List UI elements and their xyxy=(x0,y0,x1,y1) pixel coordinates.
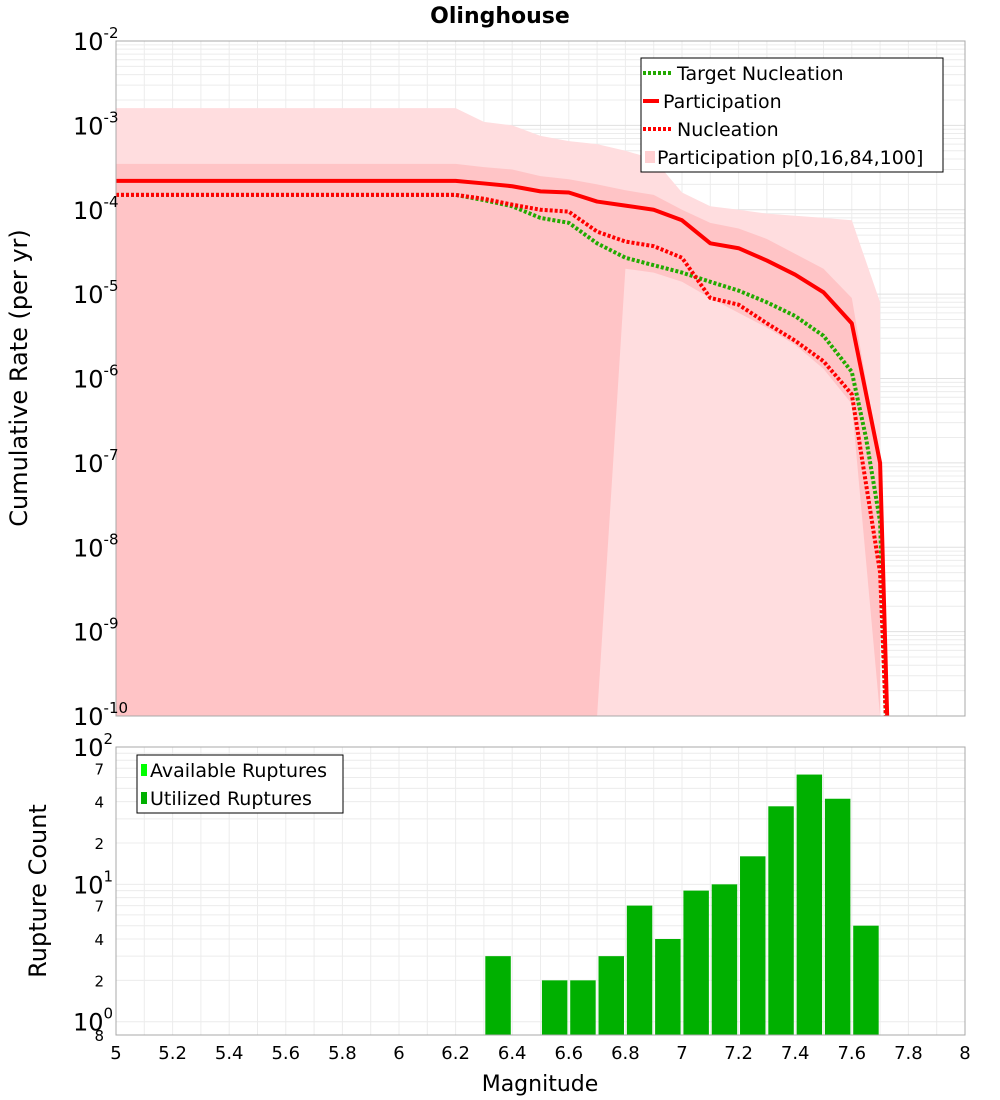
y-minor-tick-label: 4 xyxy=(94,794,104,812)
x-tick-label: 7.4 xyxy=(781,1043,810,1064)
bar xyxy=(740,856,766,1035)
legend-box xyxy=(136,754,344,814)
y-tick-label: 10-9 xyxy=(73,615,119,647)
bar xyxy=(824,798,851,1035)
y-tick-label: 10-7 xyxy=(73,446,119,478)
rate-plot: 10-10 10-9 10-8 10-7 10-6 10-5 10-4 10-3 10-2 Oli… xyxy=(5,4,966,731)
plot-frame xyxy=(115,746,966,1036)
x-tick-label: 5.2 xyxy=(158,1043,187,1064)
legend-label: Participation p[0,16,84,100] xyxy=(657,147,923,169)
x-tick-label: 7.6 xyxy=(837,1043,866,1064)
bar xyxy=(711,884,738,1035)
y-tick-label: 10-4 xyxy=(73,193,119,225)
bar xyxy=(485,956,511,1035)
x-tick-label: 6.2 xyxy=(441,1043,470,1064)
series-participation xyxy=(116,178,890,717)
x-tick-label: 8 xyxy=(959,1043,970,1064)
legend-box xyxy=(640,57,944,173)
bar xyxy=(683,890,709,1035)
x-tick-label: 7 xyxy=(676,1043,687,1064)
legend-label: Nucleation xyxy=(677,119,779,141)
y-tick-label: 10-6 xyxy=(73,362,119,394)
bar xyxy=(598,956,624,1035)
x-tick-label: 5.6 xyxy=(271,1043,300,1064)
y-axis-label: Rupture Count xyxy=(24,804,52,978)
chart-title: Olinghouse xyxy=(430,4,570,29)
x-tick-label: 7.2 xyxy=(724,1043,753,1064)
participation-inner-band xyxy=(116,163,881,717)
y-tick-label: 100 xyxy=(73,1005,113,1037)
rupture-count-plot: 100 101 102 8 2 4 7 2 4 7 5 5.2 5.4 5.6 5.8 6 6.2 6.4 6.6 6… xyxy=(24,730,971,1097)
legend-swatch xyxy=(141,792,147,804)
y-minor-tick-label: 7 xyxy=(94,898,104,916)
y-tick-label: 102 xyxy=(73,730,113,762)
plot-frame xyxy=(115,40,966,717)
y-tick-label: 10-8 xyxy=(73,530,119,562)
bar xyxy=(626,905,653,1035)
y-minor-tick-label: 4 xyxy=(94,931,104,949)
legend-swatch-band xyxy=(645,151,655,163)
y-tick-label: 10-10 xyxy=(73,699,128,731)
bar xyxy=(655,939,681,1035)
y-minor-tick-label: 7 xyxy=(94,760,104,778)
x-tick-label: 7.8 xyxy=(894,1043,923,1064)
x-tick-label: 6.6 xyxy=(554,1043,583,1064)
y-tick-label: 101 xyxy=(73,867,113,899)
y-tick-label: 10-5 xyxy=(73,277,119,309)
x-tick-label: 5.4 xyxy=(215,1043,244,1064)
legend-label: Available Ruptures xyxy=(150,760,327,782)
legend-label: Target Nucleation xyxy=(676,63,844,85)
y-tick-label: 10-2 xyxy=(73,24,119,56)
x-tick-label: 5.8 xyxy=(328,1043,357,1064)
x-axis-label: Magnitude xyxy=(482,1072,599,1097)
x-tick-label: 5 xyxy=(110,1043,121,1064)
series-nucleation xyxy=(116,192,888,717)
x-tick-label: 6 xyxy=(393,1043,404,1064)
legend-swatch xyxy=(141,764,147,776)
y-minor-tick-label: 2 xyxy=(94,972,104,990)
y-tick-label: 10-3 xyxy=(73,108,119,140)
bar xyxy=(768,806,794,1035)
bar xyxy=(853,925,879,1035)
y-minor-tick-label: 8 xyxy=(94,1027,104,1045)
legend-label: Participation xyxy=(663,91,782,113)
y-axis-label: Cumulative Rate (per yr) xyxy=(5,229,33,527)
bar xyxy=(570,980,596,1035)
y-minor-tick-label: 2 xyxy=(94,835,104,853)
bar xyxy=(796,774,823,1035)
bar xyxy=(541,980,568,1035)
legend-label: Utilized Ruptures xyxy=(150,788,312,810)
x-tick-label: 6.4 xyxy=(498,1043,527,1064)
x-tick-label: 6.8 xyxy=(611,1043,640,1064)
